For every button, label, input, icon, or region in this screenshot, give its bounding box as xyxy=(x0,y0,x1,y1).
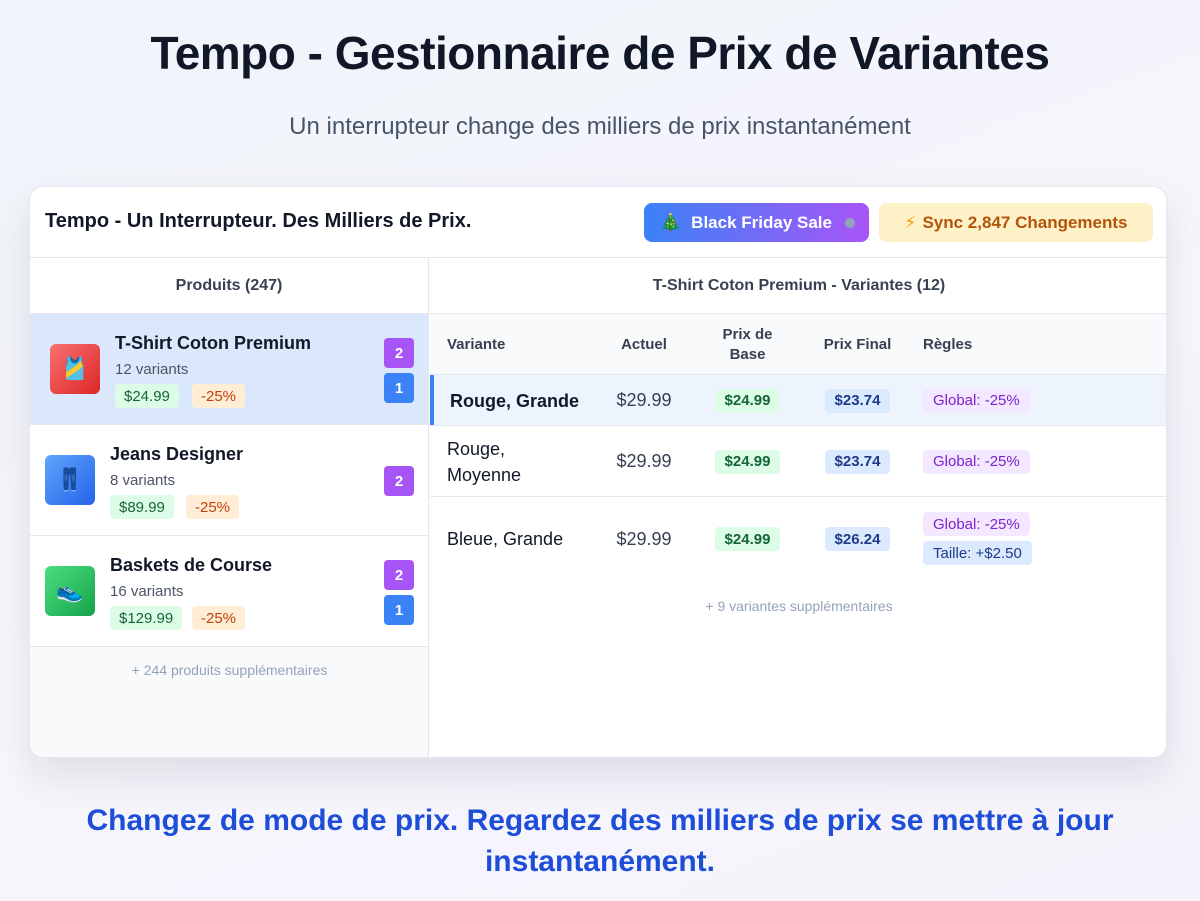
override-count-badge: 1 xyxy=(384,595,414,625)
base-price: $24.99 xyxy=(714,527,781,551)
product-item-jeans[interactable]: 👖 Jeans Designer 8 variants $89.99 -25% … xyxy=(30,425,428,536)
base-price-header-line1: Prix de xyxy=(722,325,773,343)
base-price: $24.99 xyxy=(714,388,781,413)
product-item-sneakers[interactable]: 👟 Baskets de Course 16 variants $129.99 … xyxy=(30,536,428,647)
rule-tag-global: Global: -25% xyxy=(923,388,1030,413)
column-header-final-price: Prix Final xyxy=(823,335,892,353)
column-header-variant: Variante xyxy=(447,335,506,353)
rule-tag-global: Global: -25% xyxy=(923,512,1030,536)
product-price: $24.99 xyxy=(115,384,179,408)
variants-panel: T-Shirt Coton Premium - Variantes (12) V… xyxy=(430,258,1166,757)
pricing-mode-toggle[interactable]: 🎄 Black Friday Sale xyxy=(644,203,869,242)
variant-name-line1: Rouge, xyxy=(447,438,506,459)
product-item-tshirt[interactable]: 🎽 T-Shirt Coton Premium 12 variants $24.… xyxy=(30,314,428,425)
column-header-current: Actuel xyxy=(621,335,667,353)
toggle-indicator-dot xyxy=(845,218,855,228)
product-name: Baskets de Course xyxy=(110,555,273,575)
rule-tag-global: Global: -25% xyxy=(923,449,1030,474)
rule-count-badge: 2 xyxy=(384,560,414,590)
column-header-base-price: Prix de Base xyxy=(700,314,795,375)
variant-name: Bleue, Grande xyxy=(447,529,564,549)
base-price-header-line2: Base xyxy=(729,345,766,363)
final-price: $23.74 xyxy=(824,388,891,413)
variants-panel-header: T-Shirt Coton Premium - Variantes (12) xyxy=(430,258,1166,314)
tshirt-icon: 🎽 xyxy=(50,344,100,394)
variants-table-header: Variante Actuel Prix de Base Prix Final … xyxy=(430,314,1166,375)
product-discount: -25% xyxy=(192,606,246,630)
current-price: $29.99 xyxy=(616,390,672,410)
product-variant-count: 16 variants xyxy=(110,583,184,600)
variant-name: Rouge, Moyenne xyxy=(447,426,521,497)
override-count-badge: 1 xyxy=(384,373,414,403)
product-variant-count: 12 variants xyxy=(115,361,189,378)
current-price: $29.99 xyxy=(616,528,672,549)
variant-row[interactable]: Rouge, Grande $29.99 $24.99 $23.74 Globa… xyxy=(430,375,1166,426)
sync-changes-label: Sync 2,847 Changements xyxy=(922,212,1128,232)
sneaker-icon: 👟 xyxy=(45,566,95,616)
variant-row[interactable]: Bleue, Grande $29.99 $24.99 $26.24 Globa… xyxy=(430,497,1166,581)
product-discount: -25% xyxy=(192,384,246,408)
rule-count-badge: 2 xyxy=(384,338,414,368)
christmas-tree-icon: 🎄 xyxy=(660,212,682,232)
variant-name: Rouge, Grande xyxy=(450,390,580,411)
app-title: Tempo - Un Interrupteur. Des Milliers de… xyxy=(45,210,472,232)
more-variants-link[interactable]: + 9 variantes supplémentaires xyxy=(705,598,893,614)
product-name: T-Shirt Coton Premium xyxy=(115,333,312,353)
page-title: Tempo - Gestionnaire de Prix de Variante… xyxy=(150,27,1050,79)
pricing-mode-label: Black Friday Sale xyxy=(691,212,832,232)
product-name: Jeans Designer xyxy=(110,444,244,464)
variant-name-line2: Moyenne xyxy=(447,464,522,485)
base-price: $24.99 xyxy=(714,449,781,474)
column-header-rules: Règles xyxy=(923,335,973,353)
variant-row[interactable]: Rouge, Moyenne $29.99 $24.99 $23.74 Glob… xyxy=(430,426,1166,497)
product-price: $129.99 xyxy=(110,606,183,630)
products-panel: Produits (247) 🎽 T-Shirt Coton Premium 1… xyxy=(30,258,429,757)
more-products-link[interactable]: + 244 produits supplémentaires xyxy=(131,662,328,678)
final-price: $23.74 xyxy=(824,449,891,474)
jeans-icon: 👖 xyxy=(45,455,95,505)
footer-tagline: Changez de mode de prix. Regardez des mi… xyxy=(86,804,1114,878)
app-window: Tempo - Un Interrupteur. Des Milliers de… xyxy=(29,186,1167,758)
app-header: Tempo - Un Interrupteur. Des Milliers de… xyxy=(30,187,1166,258)
lightning-icon: ⚡ xyxy=(904,212,917,232)
product-discount: -25% xyxy=(186,495,240,519)
rule-tag-size: Taille: +$2.50 xyxy=(923,541,1032,565)
rule-count-badge: 2 xyxy=(384,466,414,496)
page-subtitle: Un interrupteur change des milliers de p… xyxy=(289,113,911,140)
product-variant-count: 8 variants xyxy=(110,472,176,489)
sync-changes-button[interactable]: ⚡ Sync 2,847 Changements xyxy=(879,203,1153,242)
product-price: $89.99 xyxy=(110,495,174,519)
final-price: $26.24 xyxy=(824,527,891,551)
products-panel-header: Produits (247) xyxy=(30,258,428,314)
current-price: $29.99 xyxy=(616,451,672,471)
selection-indicator xyxy=(430,375,434,425)
